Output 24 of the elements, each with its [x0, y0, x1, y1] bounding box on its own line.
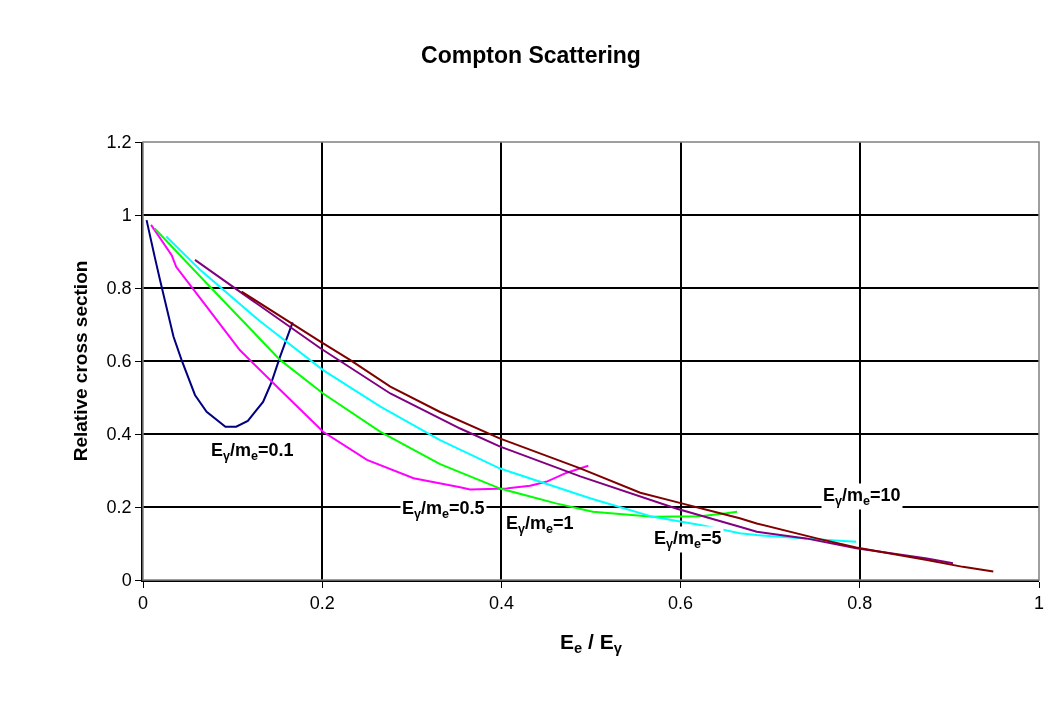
line-series: [193, 258, 954, 565]
annotation: E$_{γ}$/m$_{e}$=5: [654, 528, 722, 551]
x-axis-title: E$_{e}$ / E$_{γ}$: [560, 630, 623, 657]
y-tick-label: 0: [121, 570, 132, 591]
annotation: E$_{γ}$/m$_{e}$=10: [823, 485, 901, 508]
annotation: E$_{γ}$/m$_{e}$=0.1: [211, 440, 294, 463]
y-axis-title: Relative cross section: [69, 260, 91, 462]
line-series: [150, 223, 590, 491]
x-tick-label: 1: [1033, 593, 1045, 614]
x-tick-label: 0.8: [847, 593, 873, 614]
y-tick-label: 1: [121, 205, 132, 226]
y-tick-label: 1.2: [106, 132, 132, 153]
y-tick-label: 0.6: [106, 351, 132, 372]
x-tick-label: 0.4: [488, 593, 514, 614]
y-tick-label: 0.8: [106, 278, 132, 299]
y-tick-label: 0.2: [106, 497, 132, 518]
line-series: [145, 219, 294, 428]
chart-title: Compton Scattering: [421, 41, 641, 68]
annotation: E$_{γ}$/m$_{e}$=1: [506, 513, 574, 536]
y-tick-label: 0.4: [106, 424, 132, 445]
x-tick-label: 0.6: [668, 593, 694, 614]
annotation: E$_{γ}$/m$_{e}$=0.5: [402, 498, 485, 521]
x-tick-label: 0.2: [309, 593, 335, 614]
x-tick-label: 0: [137, 593, 149, 614]
